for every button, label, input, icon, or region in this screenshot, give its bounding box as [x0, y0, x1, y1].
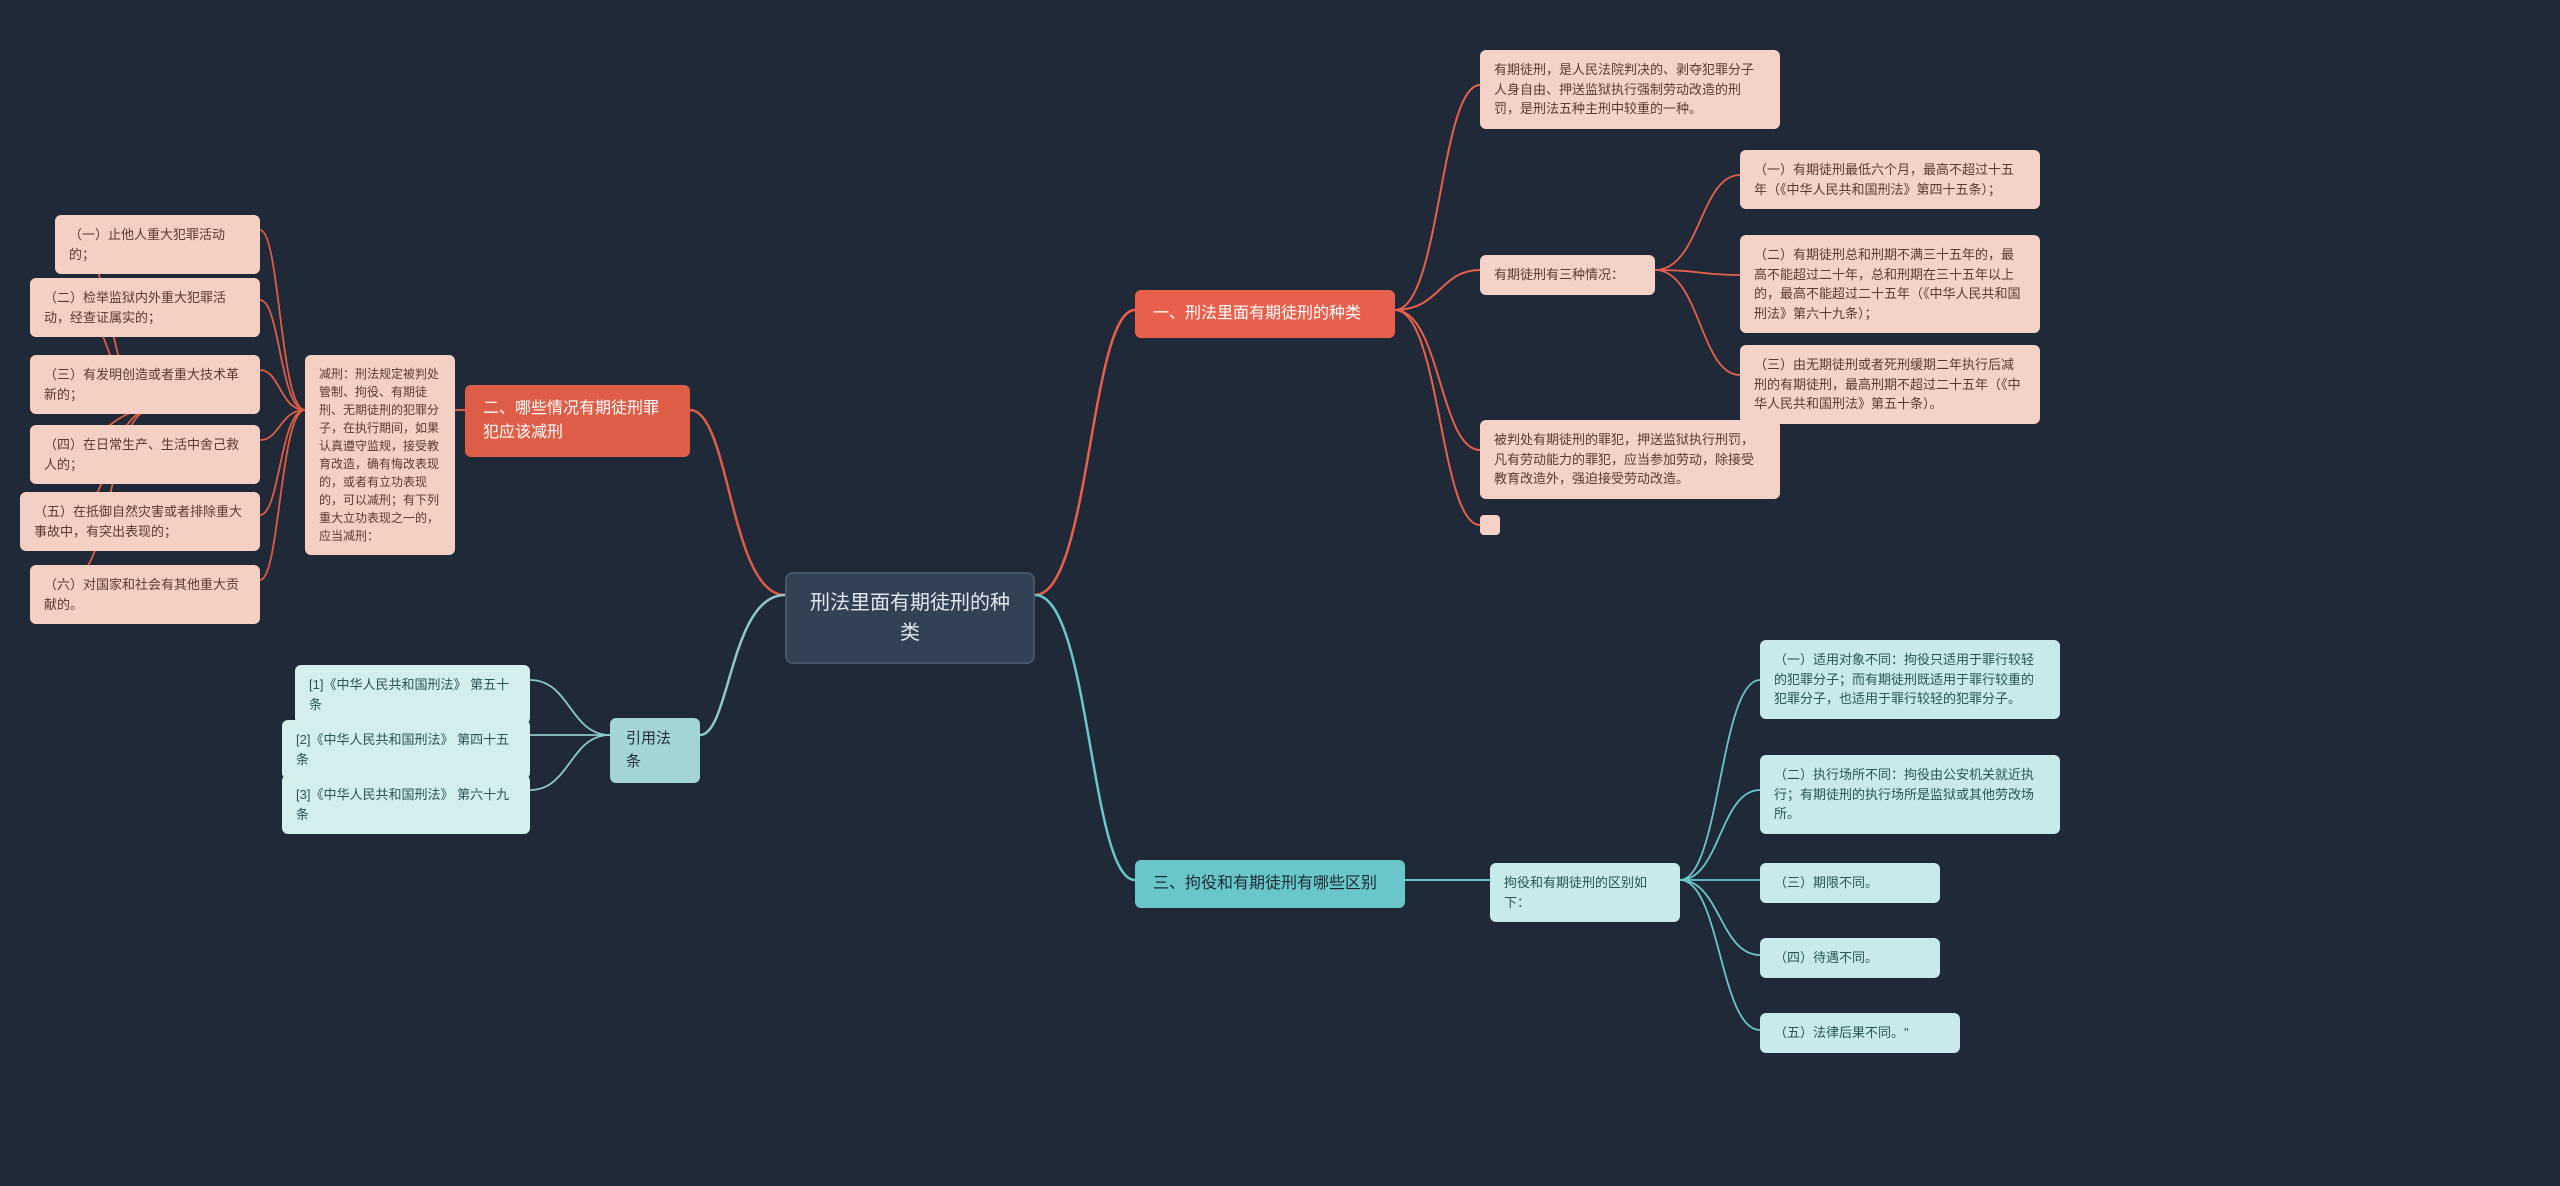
- b3-s4: （四）待遇不同。: [1760, 938, 1940, 978]
- b3-child: 拘役和有期徒刑的区别如下：: [1490, 863, 1680, 922]
- connector-layer-2: [0, 0, 2560, 1186]
- branch-2: 二、哪些情况有期徒刑罪犯应该减刑: [465, 385, 690, 457]
- b2-s2: （二）检举监狱内外重大犯罪活动，经查证属实的；: [30, 278, 260, 337]
- b1-c1: 有期徒刑，是人民法院判决的、剥夺犯罪分子人身自由、押送监狱执行强制劳动改造的刑罚…: [1480, 50, 1780, 129]
- watermark: [2191, 119, 2225, 190]
- b1-c2-s3: （三）由无期徒刑或者死刑缓期二年执行后减刑的有期徒刑，最高刑期不超过二十五年（《…: [1740, 345, 2040, 424]
- b1-c2: 有期徒刑有三种情况：: [1480, 255, 1655, 295]
- b4-s3: [3]《中华人民共和国刑法》 第六十九条: [282, 775, 530, 834]
- b4-s2: [2]《中华人民共和国刑法》 第四十五条: [282, 720, 530, 779]
- watermark: [371, 559, 405, 630]
- b1-c3: 被判处有期徒刑的罪犯，押送监狱执行刑罚，凡有劳动能力的罪犯，应当参加劳动，除接受…: [1480, 420, 1780, 499]
- b2-s4: （四）在日常生产、生活中舍己救人的；: [30, 425, 260, 484]
- b2-s6: （六）对国家和社会有其他重大贡献的。: [30, 565, 260, 624]
- b3-s2: （二）执行场所不同：拘役由公安机关就近执行；有期徒刑的执行场所是监狱或其他劳改场…: [1760, 755, 2060, 834]
- b3-s3: （三）期限不同。: [1760, 863, 1940, 903]
- connector-layer: [0, 0, 2560, 1186]
- b2-s3: （三）有发明创造或者重大技术革新的；: [30, 355, 260, 414]
- b2-s5: （五）在抵御自然灾害或者排除重大事故中，有突出表现的；: [20, 492, 260, 551]
- b1-c2-s2: （二）有期徒刑总和刑期不满三十五年的，最高不能超过二十年，总和刑期在三十五年以上…: [1740, 235, 2040, 333]
- b1-c2-s1: （一）有期徒刑最低六个月，最高不超过十五年（《中华人民共和国刑法》第四十五条）；: [1740, 150, 2040, 209]
- b3-s1: （一）适用对象不同：拘役只适用于罪行较轻的犯罪分子；而有期徒刑既适用于罪行较重的…: [1760, 640, 2060, 719]
- branch-3: 三、拘役和有期徒刑有哪些区别: [1135, 860, 1405, 908]
- b2-child: 减刑：刑法规定被判处管制、拘役、有期徒刑、无期徒刑的犯罪分子，在执行期间，如果认…: [305, 355, 455, 555]
- b1-empty-node: [1480, 515, 1500, 535]
- b2-s1: （一）止他人重大犯罪活动的；: [55, 215, 260, 274]
- branch-4: 引用法条: [610, 718, 700, 783]
- b3-s5: （五）法律后果不同。": [1760, 1013, 1960, 1053]
- branch-1: 一、刑法里面有期徒刑的种类: [1135, 290, 1395, 338]
- root-node: 刑法里面有期徒刑的种类: [785, 572, 1035, 664]
- b4-s1: [1]《中华人民共和国刑法》 第五十条: [295, 665, 530, 724]
